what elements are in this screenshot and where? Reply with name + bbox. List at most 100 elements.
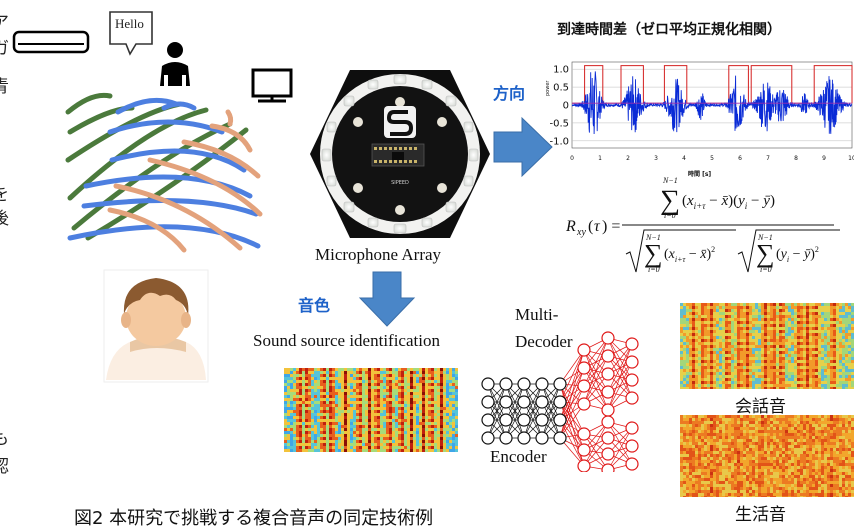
logo-icon xyxy=(384,106,416,138)
microphone-array-board: SIPEED xyxy=(310,70,490,238)
margin-char: 青 xyxy=(0,77,9,97)
decoder-node xyxy=(577,361,591,375)
plot-xtick: 5 xyxy=(710,155,714,162)
decoder-connection xyxy=(583,355,609,405)
decoder-connection xyxy=(559,349,585,385)
left-margin-text: ア ガ 青 を 後 も 認 xyxy=(0,0,16,524)
decoder-connection xyxy=(583,337,609,405)
decoder-node xyxy=(577,443,591,457)
decoder-node xyxy=(601,331,615,345)
plot-ytick: 0 xyxy=(563,101,569,112)
decoder-node xyxy=(577,397,591,411)
cross-correlation-formula: R xy ( τ ) = N−1 ∑ i=0 (xi+τ − x̄)(yi − … xyxy=(565,176,840,274)
encoder-node xyxy=(481,377,495,391)
decoder-label-1: Multi- xyxy=(515,305,559,324)
device-label: Microphone Array xyxy=(315,245,442,264)
decoder-node xyxy=(577,343,591,357)
svg-text:R: R xyxy=(565,218,576,235)
margin-char: 認 xyxy=(0,457,9,477)
waveform-plot: 1.0 0.5 0 -0.5 -1.0 0 1 2 3 4 5 6 7 8 9 10 xyxy=(549,61,854,162)
svg-text:xy: xy xyxy=(576,227,586,238)
encoder-node xyxy=(517,395,531,409)
margin-char: ア xyxy=(0,13,9,33)
air-conditioner-icon xyxy=(12,30,90,54)
decoder-connection xyxy=(559,419,585,467)
decoder-node xyxy=(577,427,591,441)
encoder-node xyxy=(553,377,567,391)
margin-char: を xyxy=(0,185,9,205)
encoder-node xyxy=(481,395,495,409)
decoder-node xyxy=(577,379,591,393)
encoder-label: Encoder xyxy=(490,447,547,466)
plot-xtick: 7 xyxy=(766,155,770,162)
svg-text:i=0: i=0 xyxy=(760,265,772,274)
decoder-node xyxy=(625,355,639,369)
decoder-connection xyxy=(583,337,609,387)
listener-icon xyxy=(103,269,209,383)
svg-text:i=0: i=0 xyxy=(664,211,676,220)
encoder-node xyxy=(481,413,495,427)
audio-signal-line xyxy=(571,71,853,135)
timbre-arrow-icon xyxy=(358,271,416,327)
svg-text:N−1: N−1 xyxy=(645,233,661,242)
plot-xtick: 4 xyxy=(682,155,686,162)
encoder-connection xyxy=(541,401,561,439)
plot-xlabel: 時間 [s] xyxy=(688,171,712,178)
decoder-node xyxy=(601,463,615,472)
encoder-connection xyxy=(487,383,507,421)
encoder-node xyxy=(535,413,549,427)
encoder-connection xyxy=(487,383,507,439)
decoder-node xyxy=(601,415,615,429)
encoder-connection xyxy=(523,401,543,439)
decoder-connection xyxy=(607,343,633,411)
encoder-connection xyxy=(505,383,525,421)
encoder-node xyxy=(553,431,567,445)
encoder-node xyxy=(553,395,567,409)
encoder-node xyxy=(535,395,549,409)
encoder-connection xyxy=(541,383,561,439)
svg-text:(xi+τ − x̄)(yi − ȳ): (xi+τ − x̄)(yi − ȳ) xyxy=(682,193,775,211)
plot-ytick: 0.5 xyxy=(553,83,569,94)
encoder-connection xyxy=(523,383,543,439)
decoder-node xyxy=(601,447,615,461)
encoder-connection xyxy=(505,383,525,439)
plot-xtick: 2 xyxy=(626,155,630,162)
decoder-connection xyxy=(607,421,633,465)
plot-xtick: 8 xyxy=(794,155,798,162)
decoder-node xyxy=(625,373,639,387)
svg-text:τ: τ xyxy=(594,218,601,235)
decoder-node xyxy=(601,385,615,399)
encoder-node xyxy=(535,377,549,391)
spectrogram-label-conversation: 会話音 xyxy=(735,397,786,417)
svg-text:∑: ∑ xyxy=(756,239,775,268)
decoder-connection xyxy=(559,401,585,467)
timbre-label: 音色 xyxy=(298,296,331,315)
spectrogram-label-daily-life: 生活音 xyxy=(735,505,786,525)
plot-ytick: -0.5 xyxy=(549,118,569,129)
decoder-connection xyxy=(607,361,633,411)
sound-source-label: Sound source identification xyxy=(253,331,440,350)
margin-char: ガ xyxy=(0,39,9,59)
sound-waves xyxy=(65,92,263,253)
plot-title: 到達時間差（ゼロ平均正規化相関） xyxy=(557,22,781,38)
plot-xtick: 0 xyxy=(570,155,574,162)
decoder-connection xyxy=(583,421,609,467)
svg-text:(yi − ȳ)2: (yi − ȳ)2 xyxy=(776,245,819,264)
encoder-node xyxy=(481,431,495,445)
svg-text:N−1: N−1 xyxy=(757,233,773,242)
encoder-decoder-network xyxy=(481,331,639,472)
decoder-node xyxy=(601,431,615,445)
plot-ytick: 1.0 xyxy=(553,65,569,76)
direction-label: 方向 xyxy=(493,84,526,103)
figure-caption: 図2 本研究で挑戦する複合音声の同定技術例 xyxy=(74,508,434,529)
input-spectrogram xyxy=(284,368,458,452)
encoder-node xyxy=(499,395,513,409)
svg-text:(: ( xyxy=(588,218,593,235)
decoder-node xyxy=(577,459,591,472)
plot-xtick: 1 xyxy=(598,155,602,162)
output-spectrogram-conversation xyxy=(680,303,854,389)
encoder-connection xyxy=(523,383,543,421)
plot-xtick: 6 xyxy=(738,155,742,162)
scene-illustration xyxy=(12,11,293,383)
decoder-connection xyxy=(607,343,633,393)
